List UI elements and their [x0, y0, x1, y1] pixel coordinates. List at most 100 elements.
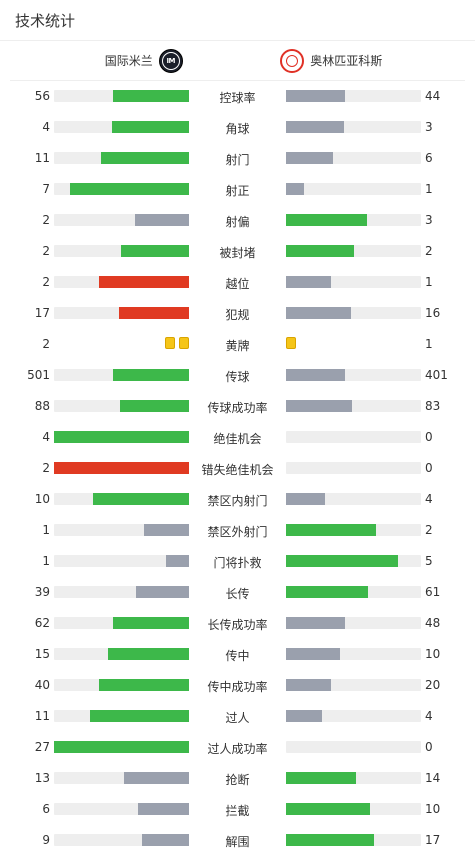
home-stat-bar-fill: [113, 369, 189, 381]
home-stat-bar: [54, 152, 189, 164]
home-stat-bar-fill: [135, 214, 189, 226]
stat-row: 4 角球 3: [0, 112, 475, 143]
stat-label: 射偏: [225, 215, 250, 229]
home-stat-bar: [54, 183, 189, 195]
home-stat-value: 1: [42, 523, 50, 537]
yellow-card-icon: [286, 337, 296, 349]
home-team-name: 国际米兰: [104, 54, 153, 68]
away-stat-bar: [286, 400, 421, 412]
home-stat-value: 40: [34, 678, 50, 692]
home-stat-bar: [54, 462, 189, 474]
away-stat-value: 3: [425, 120, 433, 134]
home-stat-bar-fill: [70, 183, 189, 195]
home-stat-bar-fill: [166, 555, 189, 567]
home-stat-bar: [54, 276, 189, 288]
home-stat-bar-fill: [119, 307, 189, 319]
away-stat-bar-fill: [286, 400, 352, 412]
away-stat-value: 10: [425, 802, 441, 816]
home-stat-bar: [54, 400, 189, 412]
away-stat-bar: [286, 617, 421, 629]
away-stat-value: 6: [425, 151, 433, 165]
page-title: 技术统计: [15, 11, 76, 30]
stat-label: 门将扑救: [213, 556, 262, 570]
away-stat-bar: [286, 555, 421, 567]
stat-row: 2 射偏 3: [0, 205, 475, 236]
home-stat-bar-fill: [144, 524, 189, 536]
home-stat-value: 15: [34, 647, 50, 661]
away-stat-value: 5: [425, 554, 433, 568]
stat-label: 传球成功率: [207, 401, 268, 415]
away-stat-bar: [286, 679, 421, 691]
away-stat-bar-fill: [286, 648, 340, 660]
home-stat-bar: [54, 307, 189, 319]
home-team[interactable]: 国际米兰 IM: [10, 48, 238, 73]
stat-label: 射门: [225, 153, 250, 167]
away-stat-value: 44: [425, 89, 441, 103]
home-stat-bar-fill: [54, 462, 189, 474]
stat-row: 88 传球成功率 83: [0, 391, 475, 422]
yellow-card-icon: [165, 337, 175, 349]
away-stat-bar: [286, 834, 421, 846]
stat-row: 7 射正 1: [0, 174, 475, 205]
stat-row: 2 越位 1: [0, 267, 475, 298]
away-stat-bar-fill: [286, 245, 354, 257]
stat-row: 9 解围 17: [0, 825, 475, 856]
home-stat-bar-fill: [138, 803, 189, 815]
home-stat-value: 11: [34, 709, 50, 723]
home-stat-bar: [54, 555, 189, 567]
home-stat-bar: [54, 524, 189, 536]
stat-row: 15 传中 10: [0, 639, 475, 670]
away-stat-bar-fill: [286, 276, 331, 288]
away-stat-value: 83: [425, 399, 441, 413]
home-stat-value: 62: [34, 616, 50, 630]
away-stat-bar-fill: [286, 121, 344, 133]
home-stat-bar-fill: [113, 617, 189, 629]
home-stat-bar: [54, 617, 189, 629]
home-yellow-cards: [165, 337, 189, 349]
away-team[interactable]: 奥林匹亚科斯: [238, 48, 466, 73]
away-stat-bar: [286, 648, 421, 660]
home-stat-bar-fill: [90, 710, 189, 722]
stat-label: 拦截: [225, 804, 250, 818]
home-stat-bar-fill: [101, 152, 189, 164]
away-stat-value: 1: [425, 275, 433, 289]
home-stat-bar: [54, 245, 189, 257]
home-stat-bar: [54, 834, 189, 846]
home-stat-bar-fill: [124, 772, 189, 784]
away-stat-bar: [286, 524, 421, 536]
olympiacos-logo-icon: [280, 48, 305, 73]
stat-label: 禁区内射门: [207, 494, 268, 508]
stat-row: 10 禁区内射门 4: [0, 484, 475, 515]
home-stat-value: 11: [34, 151, 50, 165]
away-stat-bar: [286, 307, 421, 319]
home-stat-value: 2: [42, 244, 50, 258]
away-stat-value: 1: [425, 182, 433, 196]
stat-row: 1 门将扑救 5: [0, 546, 475, 577]
away-stat-bar: [286, 710, 421, 722]
away-stat-bar-fill: [286, 183, 304, 195]
home-stat-bar: [54, 741, 189, 753]
away-stat-value: 17: [425, 833, 441, 847]
away-stat-value: 2: [425, 523, 433, 537]
home-stat-value: 4: [42, 430, 50, 444]
stat-label: 传中成功率: [207, 680, 268, 694]
home-stat-value: 4: [42, 120, 50, 134]
away-stat-bar: [286, 803, 421, 815]
home-stat-bar: [54, 586, 189, 598]
away-stat-value: 4: [425, 492, 433, 506]
away-stat-value: 0: [425, 430, 433, 444]
home-stat-bar: [54, 648, 189, 660]
home-stat-bar-fill: [142, 834, 189, 846]
stat-row: 13 抢断 14: [0, 763, 475, 794]
away-stat-bar-fill: [286, 772, 356, 784]
home-stat-value: 501: [27, 368, 50, 382]
away-stat-value: 16: [425, 306, 441, 320]
away-stat-bar: [286, 586, 421, 598]
home-stat-value: 6: [42, 802, 50, 816]
stat-row: 1 禁区外射门 2: [0, 515, 475, 546]
home-stat-value: 39: [34, 585, 50, 599]
stat-label: 长传成功率: [207, 618, 268, 632]
away-stat-bar-fill: [286, 586, 368, 598]
home-stat-bar: [54, 679, 189, 691]
stat-row: 2 错失绝佳机会 0: [0, 453, 475, 484]
